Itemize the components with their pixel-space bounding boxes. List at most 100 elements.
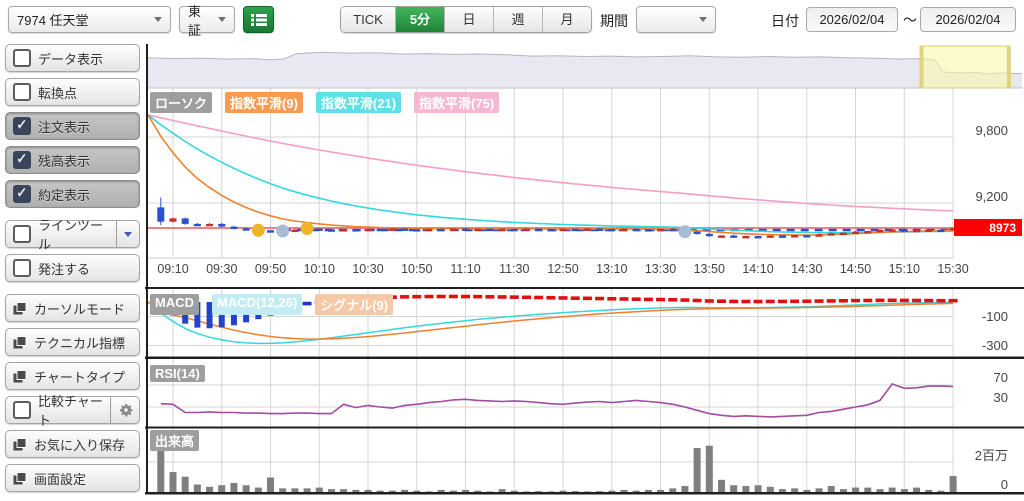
navigator[interactable] bbox=[147, 45, 1023, 89]
screen-settings-button[interactable]: 画面設定 bbox=[5, 464, 140, 492]
x-axis-label: 11:10 bbox=[450, 262, 481, 276]
interval-day-button[interactable]: 日 bbox=[445, 7, 494, 32]
checkbox bbox=[13, 401, 31, 419]
checkbox bbox=[13, 49, 31, 67]
date-to-input[interactable] bbox=[920, 7, 1016, 32]
date-from-input[interactable] bbox=[806, 7, 898, 32]
navigator-handle-left[interactable] bbox=[919, 46, 924, 88]
toggle-data-display[interactable]: データ表示 bbox=[5, 44, 140, 72]
x-axis-label: 09:50 bbox=[254, 262, 287, 276]
period-select[interactable] bbox=[636, 6, 716, 33]
action-label: カーソルモード bbox=[34, 301, 126, 317]
x-axis-label: 10:30 bbox=[352, 262, 384, 276]
checkbox bbox=[13, 83, 31, 101]
compare-settings-button[interactable] bbox=[110, 397, 139, 423]
toggle-label: 発注する bbox=[38, 261, 91, 277]
checkbox bbox=[13, 225, 31, 243]
volume-bars bbox=[157, 445, 957, 493]
interval-5min-button[interactable]: 5分 bbox=[396, 7, 445, 32]
interval-segmented-control: TICK 5分 日 週 月 bbox=[340, 6, 592, 33]
x-axis-label: 09:10 bbox=[157, 262, 189, 276]
rsi-axis-tick: 70 bbox=[993, 370, 1008, 385]
line-tool-dropdown[interactable] bbox=[116, 221, 139, 247]
x-axis-label: 14:30 bbox=[791, 262, 823, 276]
action-label: テクニカル指標 bbox=[34, 335, 126, 351]
x-axis-label: 10:50 bbox=[401, 262, 433, 276]
panel-borders bbox=[145, 44, 1024, 495]
gridlines bbox=[148, 88, 954, 492]
cursor-mode-button[interactable]: カーソルモード bbox=[5, 294, 140, 322]
chevron-down-icon bbox=[218, 17, 226, 22]
exchange-select[interactable]: 東証 bbox=[179, 4, 235, 38]
volume-legend: 出来高 bbox=[150, 430, 200, 451]
overlapping-windows-icon bbox=[13, 335, 27, 349]
legend-macd-params: MACD(12,26) bbox=[212, 294, 303, 315]
x-axis-label: 14:10 bbox=[742, 262, 774, 276]
line-tool-button[interactable]: ラインツール bbox=[5, 218, 140, 252]
macd-axis-tick: -300 bbox=[981, 338, 1008, 353]
compare-chart-button[interactable]: 比較チャート bbox=[5, 394, 140, 428]
chart-type-button[interactable]: チャートタイプ bbox=[5, 362, 140, 390]
macd-legend: MACD MACD(12,26) シグナル(9) bbox=[150, 294, 394, 315]
legend-candle: ローソク bbox=[150, 92, 213, 113]
toggle-label: データ表示 bbox=[38, 51, 104, 67]
balance-marker bbox=[678, 225, 692, 239]
candles bbox=[157, 197, 957, 239]
overlapping-windows-icon bbox=[13, 471, 27, 485]
rsi-axis-tick: 30 bbox=[993, 390, 1008, 405]
legend-ema9: 指数平滑(9) bbox=[225, 92, 303, 113]
toggle-label: 注文表示 bbox=[38, 119, 91, 135]
volume-axis-tick: 2百万 bbox=[974, 448, 1008, 463]
rsi-legend: RSI(14) bbox=[150, 365, 205, 382]
ema-75-line bbox=[147, 114, 954, 212]
overlapping-windows-icon bbox=[13, 437, 27, 451]
save-favorite-button[interactable]: お気に入り保存 bbox=[5, 430, 140, 458]
execution-marker bbox=[300, 222, 314, 236]
interval-tick-button[interactable]: TICK bbox=[341, 7, 396, 32]
symbol-select[interactable]: 7974 任天堂 bbox=[8, 6, 171, 33]
volume-axis-tick: 0 bbox=[1000, 477, 1008, 492]
checkbox bbox=[13, 259, 31, 277]
gear-icon bbox=[118, 402, 134, 418]
technical-indicator-button[interactable]: テクニカル指標 bbox=[5, 328, 140, 356]
chevron-down-icon bbox=[154, 17, 162, 22]
legend-rsi: RSI(14) bbox=[150, 365, 205, 382]
macd-signal-line bbox=[147, 301, 954, 340]
toggle-label: ラインツール bbox=[38, 218, 104, 252]
place-order-button[interactable]: 発注する bbox=[5, 254, 140, 282]
x-axis-label: 13:50 bbox=[693, 262, 725, 276]
toggle-label: 残高表示 bbox=[38, 153, 91, 169]
balance-marker bbox=[276, 224, 290, 238]
x-axis-label: 11:30 bbox=[499, 262, 530, 276]
toggle-turning-point[interactable]: 転換点 bbox=[5, 78, 140, 106]
x-axis-label: 12:50 bbox=[547, 262, 579, 276]
toggle-execution-display[interactable]: 約定表示 bbox=[5, 180, 140, 208]
price-axis-tick: 9,200 bbox=[975, 189, 1008, 204]
watchlist-button[interactable] bbox=[243, 6, 274, 33]
symbol-select-value: 7974 任天堂 bbox=[17, 13, 89, 28]
navigator-selection[interactable] bbox=[920, 45, 1010, 89]
navigator-handle-right[interactable] bbox=[1006, 46, 1011, 88]
toggle-order-display[interactable]: 注文表示 bbox=[5, 112, 140, 140]
action-label: お気に入り保存 bbox=[34, 437, 126, 453]
period-label: 期間 bbox=[600, 13, 628, 29]
chevron-down-icon bbox=[124, 231, 132, 237]
interval-month-button[interactable]: 月 bbox=[543, 7, 591, 32]
exchange-select-value: 東証 bbox=[188, 3, 202, 38]
toggle-balance-display[interactable]: 残高表示 bbox=[5, 146, 140, 174]
price-legend: ローソク 指数平滑(9) 指数平滑(21) 指数平滑(75) bbox=[150, 92, 500, 113]
price-panel[interactable] bbox=[147, 114, 957, 239]
ema-21-line bbox=[147, 114, 954, 234]
interval-week-button[interactable]: 週 bbox=[494, 7, 543, 32]
x-axis-label: 09:30 bbox=[206, 262, 238, 276]
macd-line bbox=[147, 301, 954, 345]
toggle-label: 転換点 bbox=[38, 85, 78, 101]
execution-marker bbox=[251, 223, 265, 237]
overlapping-windows-icon bbox=[13, 369, 27, 383]
date-separator: ～ bbox=[903, 12, 917, 28]
rsi-line bbox=[160, 382, 954, 418]
x-axis-label: 15:10 bbox=[888, 262, 920, 276]
legend-signal: シグナル(9) bbox=[315, 294, 394, 315]
legend-ema21: 指数平滑(21) bbox=[315, 92, 402, 113]
